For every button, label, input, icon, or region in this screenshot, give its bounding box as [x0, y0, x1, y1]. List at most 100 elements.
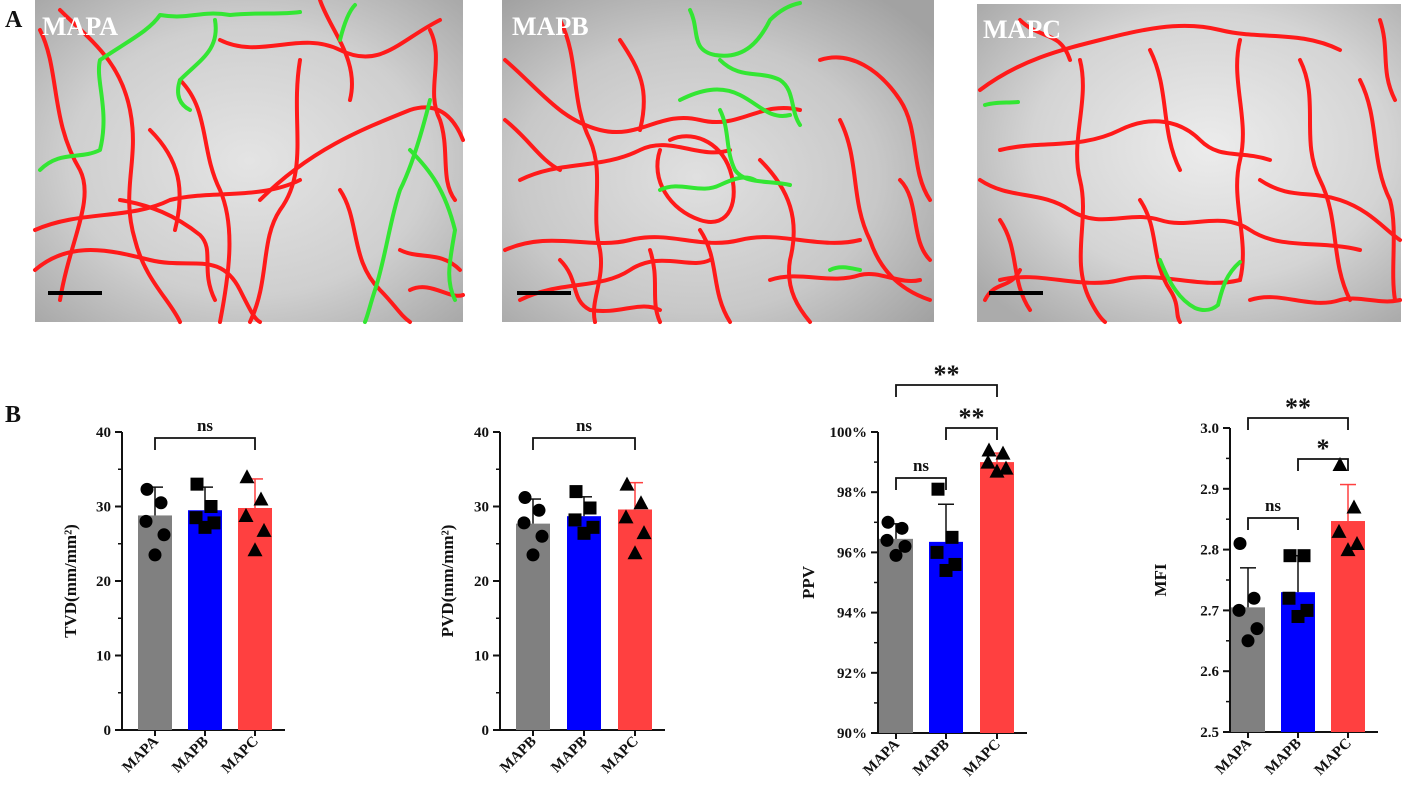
data-point-circle	[518, 491, 532, 505]
significance-label: **	[959, 403, 985, 432]
data-point-triangle	[981, 442, 997, 457]
chart-tvd: 0 10 20 30 40 TVD(mm/mm²) MAPA MAPB MAPC ns	[61, 416, 285, 777]
y-axis-title: TVD(mm/mm²)	[61, 524, 80, 638]
data-point-triangle	[636, 525, 652, 540]
panel-a-letter: A	[5, 7, 23, 33]
significance-bracket	[945, 427, 998, 440]
data-point-circle	[140, 482, 154, 496]
significance-label: ns	[913, 456, 929, 475]
y-tick-label: 92%	[837, 666, 867, 682]
data-point-circle	[517, 516, 531, 530]
x-category-label: MAPB	[910, 737, 953, 780]
data-point-square	[930, 545, 944, 559]
x-category-label: MAPA	[119, 733, 161, 775]
y-tick-label: 98%	[837, 485, 867, 501]
y-axis-title: MFI	[1151, 563, 1170, 596]
data-point-triangle	[633, 495, 649, 510]
data-point-triangle	[995, 445, 1011, 460]
bar	[618, 509, 652, 730]
data-point-circle	[880, 533, 894, 547]
data-point-triangle	[998, 460, 1014, 475]
bar	[238, 507, 272, 730]
y-tick-label: 30	[474, 500, 489, 516]
data-point-square	[204, 500, 218, 513]
y-tick-label: 20	[96, 574, 111, 590]
x-category-label: MAPB	[169, 734, 212, 777]
vessel-network	[978, 18, 1402, 324]
data-point-triangle	[238, 507, 254, 522]
data-point-circle	[881, 515, 895, 529]
y-tick-label: 2.5	[1200, 725, 1219, 741]
data-point-square	[1291, 609, 1305, 623]
data-point-circle	[1250, 622, 1264, 636]
y-tick-label: 2.7	[1200, 603, 1219, 619]
data-point-triangle	[989, 463, 1005, 478]
y-tick-label: 40	[474, 425, 489, 441]
y-tick-label: 10	[474, 649, 489, 665]
data-point-circle	[898, 539, 912, 553]
data-point-circle	[895, 521, 909, 535]
data-point-circle	[1241, 634, 1255, 648]
y-tick-label: 96%	[837, 545, 867, 561]
significance-bracket	[1247, 417, 1349, 430]
significance-bracket	[154, 437, 256, 450]
data-point-triangle	[980, 454, 996, 469]
bar	[138, 515, 172, 730]
chart-ppv: 90% 92% 94% 96% 98% 100% PPV MAPA MAPB MAPC ns ** **	[799, 360, 1027, 780]
micrograph-mapc: MAPC	[977, 4, 1402, 324]
significance-bracket	[895, 477, 947, 490]
data-point-circle	[1247, 591, 1261, 605]
significance-bracket	[532, 437, 636, 450]
data-point-square	[568, 513, 582, 527]
significance-label: *	[1317, 434, 1330, 463]
y-axis-title: PPV	[799, 565, 818, 599]
micrograph-background	[977, 4, 1401, 322]
significance-label: **	[934, 360, 960, 389]
significance-bracket	[1247, 517, 1299, 530]
panel-b-letter: B	[5, 402, 21, 428]
data-point-circle	[889, 548, 903, 562]
data-point-circle	[535, 529, 549, 543]
x-category-label: MAPC	[599, 734, 642, 777]
significance-label: ns	[576, 416, 592, 435]
data-point-square	[1297, 549, 1311, 563]
bar	[188, 510, 222, 730]
y-tick-label: 2.9	[1200, 482, 1219, 498]
data-point-square	[577, 526, 591, 540]
micrograph-mapa: MAPA	[33, 0, 465, 324]
y-tick-label: 2.8	[1200, 543, 1219, 559]
significance-bracket	[1297, 458, 1349, 471]
data-point-square	[569, 485, 583, 499]
data-point-circle	[1233, 537, 1247, 551]
data-point-triangle	[619, 476, 635, 491]
data-point-square	[583, 501, 597, 515]
data-point-circle	[157, 528, 171, 542]
data-point-circle	[148, 548, 162, 562]
x-category-label: MAPB	[1262, 736, 1305, 779]
y-tick-label: 0	[104, 723, 112, 739]
data-point-triangle	[618, 509, 634, 524]
data-point-square	[945, 530, 959, 544]
data-point-triangle	[1340, 542, 1356, 557]
x-category-label: MAPB	[548, 734, 591, 777]
data-point-circle	[1232, 603, 1246, 617]
y-tick-label: 94%	[837, 606, 867, 622]
y-tick-label: 0	[482, 723, 490, 739]
data-point-triangle	[1332, 456, 1348, 471]
x-category-label: MAPA	[860, 736, 902, 778]
data-point-square	[939, 563, 953, 577]
bar	[1331, 521, 1365, 732]
y-tick-label: 90%	[837, 726, 867, 742]
y-tick-label: 30	[96, 500, 111, 516]
vessel-network	[33, 0, 465, 324]
chart-mfi: 2.5 2.6 2.7 2.8 2.9 3.0 MFI MAPA MAPB MAPC ns ***	[1151, 393, 1378, 779]
data-point-square	[1283, 549, 1297, 563]
bar	[879, 538, 913, 733]
y-axis-title: PVD(mm/mm²)	[438, 525, 457, 638]
x-category-label: MAPB	[497, 734, 540, 777]
data-point-square	[1282, 591, 1296, 605]
x-category-label: MAPC	[1312, 736, 1355, 779]
micrograph-label: MAPA	[42, 12, 118, 41]
y-tick-label: 100%	[830, 425, 868, 441]
